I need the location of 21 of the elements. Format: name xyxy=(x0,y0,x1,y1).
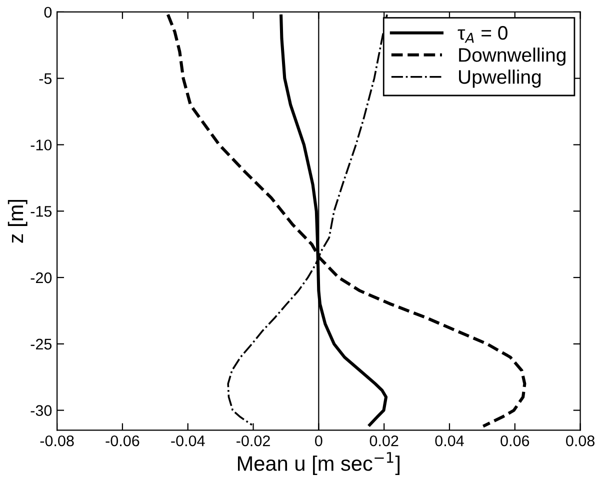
y-tick-label: 0 xyxy=(44,6,52,18)
x-tick-label: 0.02 xyxy=(370,435,398,446)
y-tick-label: -20 xyxy=(30,272,52,284)
y-axis-title: z [m] xyxy=(8,200,28,243)
x-axis-title: Mean u [m sec$^{−1}$] xyxy=(238,452,400,476)
legend-label: Upwelling xyxy=(459,70,541,88)
legend-label: τ$_{A}$ = 0 xyxy=(458,26,508,43)
y-tick-label: -25 xyxy=(30,338,52,350)
x-tick-label: 0.04 xyxy=(435,435,464,446)
x-tick-label: 0.06 xyxy=(500,435,530,446)
y-tick-label: -30 xyxy=(30,405,52,416)
x-tick-label: -0.04 xyxy=(171,435,205,446)
x-tick-label: 0 xyxy=(315,435,322,446)
legend-label: Downwelling xyxy=(459,48,566,66)
x-tick-label: -0.08 xyxy=(40,435,74,446)
y-tick-label: -10 xyxy=(30,140,52,150)
x-tick-label: -0.06 xyxy=(106,435,140,446)
y-tick-label: -15 xyxy=(30,206,52,217)
x-tick-label: -0.02 xyxy=(236,435,270,446)
x-tick-label: 0.08 xyxy=(566,435,594,446)
y-tick-label: -5 xyxy=(39,73,52,84)
